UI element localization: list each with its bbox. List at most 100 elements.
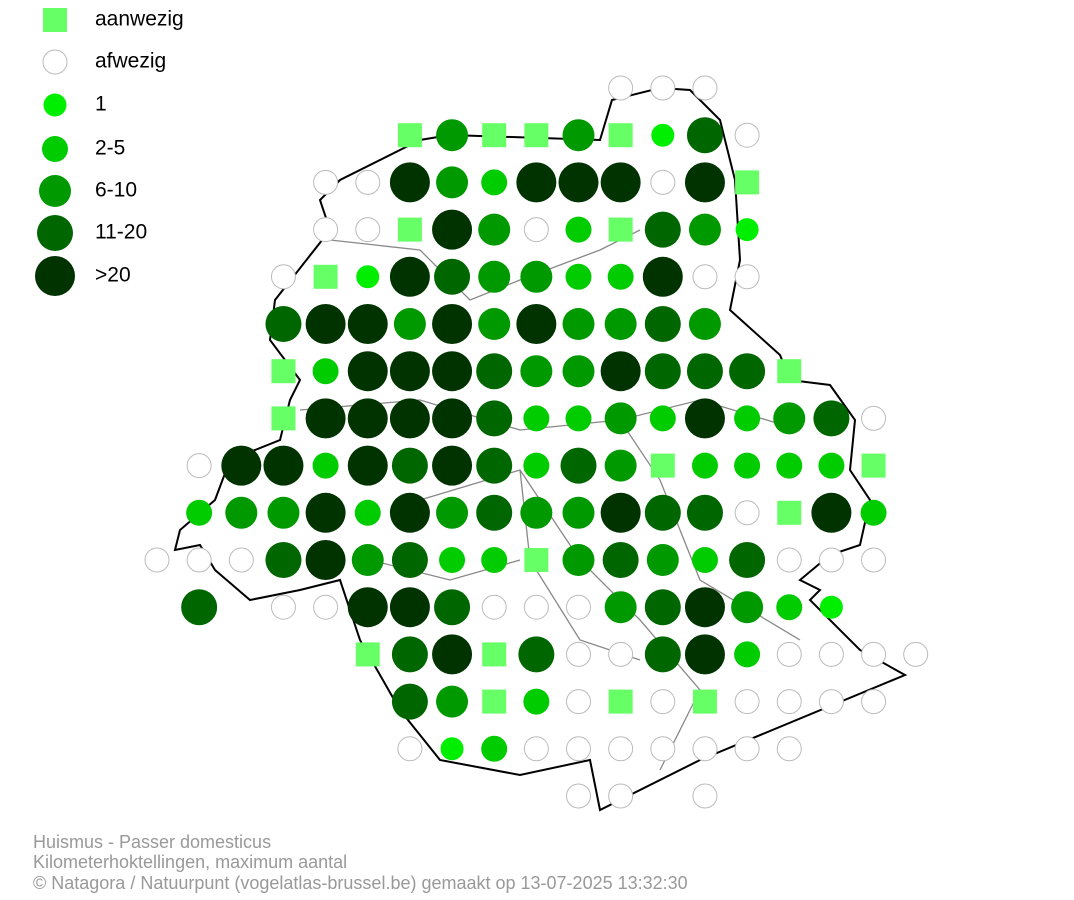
absent-circle bbox=[734, 736, 760, 762]
count-circle bbox=[604, 402, 637, 435]
count-circle bbox=[432, 445, 473, 486]
absent-circle bbox=[270, 264, 296, 290]
present-square bbox=[735, 170, 760, 195]
count-circle bbox=[516, 304, 557, 344]
count-circle bbox=[644, 353, 681, 390]
count-circle bbox=[773, 402, 806, 435]
absent-circle bbox=[650, 689, 676, 715]
count-circle bbox=[389, 398, 430, 439]
present-square bbox=[524, 123, 549, 148]
absent-circle bbox=[523, 594, 549, 620]
absent-circle bbox=[566, 783, 591, 809]
count-circle bbox=[347, 398, 388, 439]
present-square bbox=[271, 406, 296, 431]
legend-label: aanwezig bbox=[95, 8, 184, 31]
count-circle bbox=[734, 452, 761, 479]
count-circle bbox=[347, 304, 388, 344]
count-circle bbox=[347, 351, 388, 392]
count-circle bbox=[393, 308, 426, 340]
count-circle bbox=[562, 544, 595, 576]
count-circle bbox=[644, 636, 681, 673]
absent-circle bbox=[270, 594, 296, 620]
absent-circle bbox=[397, 736, 423, 762]
count-circle bbox=[389, 256, 430, 297]
absent-circle bbox=[818, 689, 844, 715]
count-circle bbox=[688, 213, 721, 246]
count-circle bbox=[267, 496, 300, 529]
count-circle bbox=[602, 542, 639, 578]
count-circle bbox=[481, 735, 508, 762]
count-circle bbox=[684, 398, 725, 439]
count-circle bbox=[600, 492, 641, 533]
absent-circle bbox=[355, 217, 381, 243]
count-circle bbox=[523, 452, 550, 479]
count-circle bbox=[729, 542, 766, 578]
count-circle bbox=[734, 641, 761, 668]
count-circle bbox=[265, 542, 302, 578]
count-circle bbox=[518, 636, 555, 673]
count-circle bbox=[347, 445, 388, 486]
count-circle bbox=[560, 447, 597, 484]
absent-circle bbox=[42, 49, 68, 75]
count-circle bbox=[819, 595, 843, 619]
count-circle bbox=[562, 308, 595, 340]
absent-circle bbox=[734, 122, 760, 148]
absent-circle bbox=[566, 594, 591, 620]
present-square bbox=[608, 217, 633, 242]
count-circle bbox=[523, 405, 550, 432]
absent-circle bbox=[861, 689, 887, 715]
count-circle bbox=[604, 308, 637, 340]
present-square bbox=[482, 689, 507, 714]
count-circle bbox=[391, 447, 428, 484]
absent-circle bbox=[650, 736, 676, 762]
count-circle bbox=[391, 636, 428, 673]
present-square bbox=[524, 548, 549, 572]
count-circle bbox=[684, 162, 725, 203]
count-circle bbox=[604, 591, 637, 624]
count-circle bbox=[389, 492, 430, 533]
absent-circle bbox=[566, 736, 591, 762]
count-circle bbox=[354, 499, 381, 526]
absent-circle bbox=[608, 641, 634, 667]
count-circle bbox=[607, 263, 634, 290]
count-circle bbox=[436, 166, 469, 199]
count-circle bbox=[476, 353, 513, 390]
count-circle bbox=[520, 496, 553, 529]
absent-circle bbox=[861, 547, 887, 573]
count-circle bbox=[39, 175, 71, 207]
present-square bbox=[482, 642, 507, 667]
count-circle bbox=[520, 355, 553, 388]
count-circle bbox=[356, 265, 380, 289]
count-circle bbox=[686, 494, 723, 531]
absent-circle bbox=[861, 641, 887, 667]
count-circle bbox=[860, 499, 887, 526]
count-circle bbox=[305, 492, 346, 533]
count-circle bbox=[432, 209, 473, 250]
count-circle bbox=[391, 542, 428, 578]
absent-circle bbox=[481, 594, 507, 620]
count-circle bbox=[265, 306, 302, 342]
count-circle bbox=[347, 587, 388, 628]
legend-label: afwezig bbox=[95, 50, 166, 73]
count-circle bbox=[351, 544, 384, 576]
present-square bbox=[692, 689, 717, 714]
absent-circle bbox=[650, 75, 676, 101]
count-circle bbox=[37, 215, 73, 251]
count-circle bbox=[263, 445, 304, 486]
present-square bbox=[650, 453, 675, 478]
absent-circle bbox=[692, 75, 718, 101]
absent-circle bbox=[313, 217, 339, 243]
count-circle bbox=[565, 216, 592, 243]
present-square bbox=[355, 642, 380, 667]
absent-circle bbox=[144, 547, 170, 573]
legend-label: 6-10 bbox=[95, 179, 137, 202]
absent-circle bbox=[692, 783, 718, 809]
count-circle bbox=[439, 547, 466, 573]
present-square bbox=[777, 500, 802, 525]
count-circle bbox=[686, 117, 723, 154]
count-circle bbox=[481, 547, 508, 573]
count-circle bbox=[432, 304, 473, 344]
count-circle bbox=[225, 496, 258, 529]
legend: aanwezig afwezig 1 2-5 6-10 11-20 >20 bbox=[35, 8, 184, 296]
present-square bbox=[397, 123, 422, 148]
